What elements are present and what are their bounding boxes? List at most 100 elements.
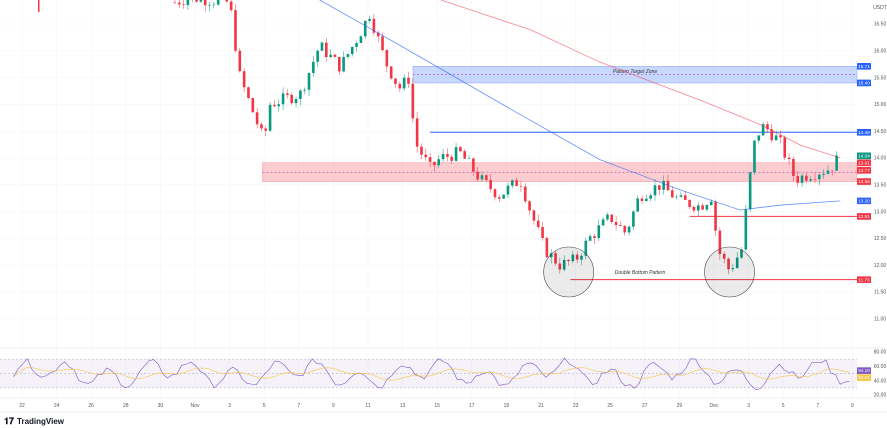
time-tick: 30 xyxy=(158,403,164,409)
price-label-badge xyxy=(857,128,871,136)
candle xyxy=(459,147,462,152)
candle xyxy=(714,201,717,231)
candle xyxy=(554,253,557,264)
rsi-tick: 40.00 xyxy=(874,378,887,384)
time-tick: 9 xyxy=(851,403,854,409)
time-tick: 19 xyxy=(504,403,510,409)
candle xyxy=(766,124,769,130)
candle xyxy=(493,189,497,198)
candle xyxy=(212,4,216,6)
candle xyxy=(199,0,203,2)
candle xyxy=(242,71,246,88)
candle xyxy=(355,43,358,47)
time-tick: 13 xyxy=(400,403,406,409)
candle xyxy=(593,236,596,239)
candle xyxy=(342,56,345,72)
candle xyxy=(735,257,739,269)
candle xyxy=(709,201,713,206)
double-bottom-circle xyxy=(704,246,755,298)
double-bottom-label: Double Bottom Pattern xyxy=(615,270,666,276)
candle xyxy=(536,220,540,228)
rsi-label-badge xyxy=(857,374,871,381)
candle xyxy=(779,135,782,138)
candle xyxy=(519,185,523,187)
price-label-badge xyxy=(857,152,871,160)
price-label-badge xyxy=(857,79,871,87)
candle xyxy=(792,158,795,177)
rsi-tick: 60.00 xyxy=(874,364,887,370)
candle xyxy=(705,205,709,210)
candle xyxy=(299,90,302,100)
candle xyxy=(770,129,774,141)
candle xyxy=(597,225,601,239)
candle xyxy=(757,135,761,141)
price-label-badge xyxy=(857,197,871,205)
time-tick: 21 xyxy=(538,403,544,409)
candle xyxy=(273,104,276,107)
candle xyxy=(692,206,696,211)
candle xyxy=(740,249,743,258)
candle xyxy=(835,155,838,171)
candle xyxy=(394,78,397,84)
candle xyxy=(467,158,471,160)
candle xyxy=(515,180,518,186)
candle xyxy=(718,230,722,254)
tv-logo-icon: 𝟏𝟕 xyxy=(4,416,15,426)
candle xyxy=(203,0,207,6)
candle xyxy=(722,253,726,259)
candle xyxy=(333,54,337,57)
candle xyxy=(359,36,363,44)
price-label-badge xyxy=(857,63,871,70)
candle xyxy=(350,46,354,55)
candle xyxy=(567,259,570,262)
time-tick: 24 xyxy=(54,403,60,409)
candle xyxy=(502,194,505,199)
candle xyxy=(480,175,484,180)
candle xyxy=(623,225,627,233)
candle xyxy=(446,153,449,157)
candle xyxy=(177,2,181,5)
time-tick: 3 xyxy=(228,403,231,409)
candle xyxy=(303,89,306,91)
candle xyxy=(822,173,825,175)
candle xyxy=(216,0,220,5)
tradingview-logo: 𝟏𝟕 TradingView xyxy=(4,416,64,427)
candle xyxy=(186,0,190,6)
candle xyxy=(796,176,800,183)
price-label: 14.04 xyxy=(858,153,870,158)
candle xyxy=(454,147,458,161)
price-label-badge xyxy=(857,213,871,220)
price-tick: 14.50 xyxy=(874,129,887,135)
candle xyxy=(450,156,454,161)
candle xyxy=(407,77,410,84)
candle xyxy=(731,268,735,270)
candle xyxy=(761,124,765,136)
candle xyxy=(433,161,436,166)
candle xyxy=(346,54,350,57)
candle xyxy=(290,94,294,104)
candle xyxy=(696,205,700,211)
candle xyxy=(372,18,376,33)
candle xyxy=(606,214,609,220)
candle xyxy=(229,1,233,11)
candle xyxy=(225,0,229,2)
price-label-badge xyxy=(857,167,871,174)
candle xyxy=(476,171,479,180)
candle xyxy=(255,112,259,125)
brand-label: TradingView xyxy=(17,417,64,426)
candle xyxy=(805,175,808,181)
candle xyxy=(562,259,566,270)
candle xyxy=(658,185,661,190)
time-tick: 9 xyxy=(332,403,335,409)
price-label: 11.73 xyxy=(858,277,870,282)
rsi-value-label: 50.81 xyxy=(858,375,870,380)
candle xyxy=(701,205,704,210)
candle xyxy=(420,146,423,155)
candle xyxy=(424,154,428,158)
candle xyxy=(294,99,298,104)
candle xyxy=(441,153,445,160)
candle xyxy=(636,198,640,212)
candle xyxy=(800,175,804,183)
